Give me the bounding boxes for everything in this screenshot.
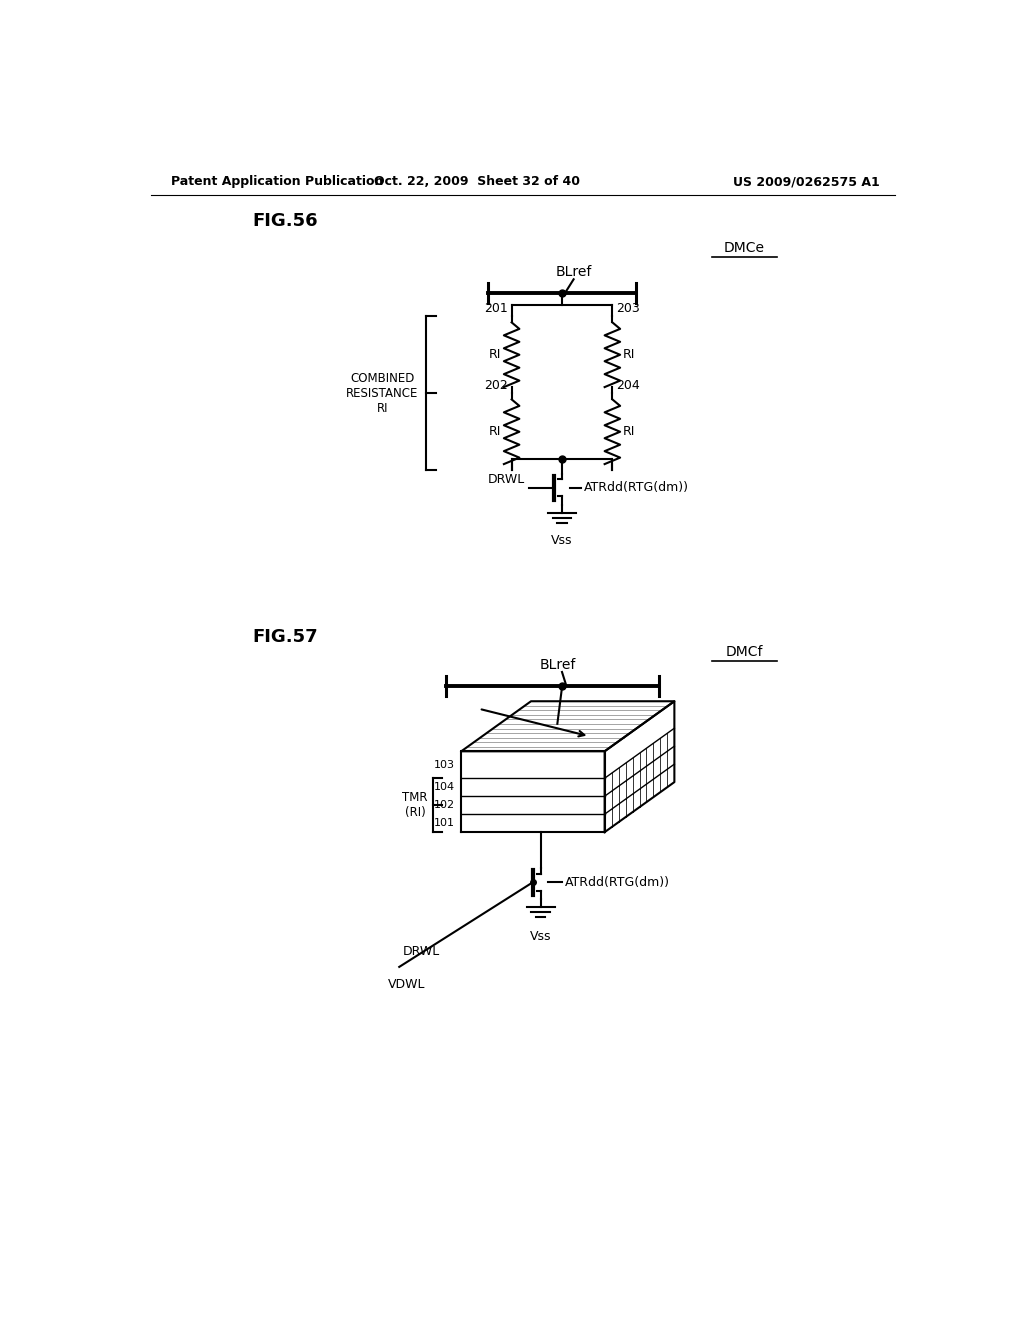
Text: 103: 103 [434, 760, 455, 770]
Text: Oct. 22, 2009  Sheet 32 of 40: Oct. 22, 2009 Sheet 32 of 40 [374, 176, 580, 189]
Text: DRWL: DRWL [403, 945, 440, 958]
Text: 201: 201 [484, 302, 508, 314]
Text: 102: 102 [434, 800, 455, 810]
Text: 101: 101 [434, 818, 455, 828]
Text: 204: 204 [616, 379, 640, 392]
Text: 202: 202 [484, 379, 508, 392]
Text: FIG.56: FIG.56 [252, 213, 317, 230]
Text: DRWL: DRWL [487, 473, 524, 486]
Text: 104: 104 [434, 783, 455, 792]
Text: Patent Application Publication: Patent Application Publication [171, 176, 383, 189]
Text: Vss: Vss [530, 929, 552, 942]
Text: RI: RI [623, 348, 635, 362]
Text: FIG.57: FIG.57 [252, 628, 317, 645]
Text: TMR
(RI): TMR (RI) [402, 791, 428, 820]
Text: BLref: BLref [555, 265, 592, 280]
Text: US 2009/0262575 A1: US 2009/0262575 A1 [733, 176, 880, 189]
Text: RI: RI [489, 348, 502, 362]
Text: COMBINED
RESISTANCE
RI: COMBINED RESISTANCE RI [346, 372, 419, 414]
Text: ATRdd(RTG(dm)): ATRdd(RTG(dm)) [564, 875, 670, 888]
Text: RI: RI [623, 425, 635, 438]
Text: DMCf: DMCf [725, 645, 763, 659]
Text: RI: RI [489, 425, 502, 438]
Text: DMCe: DMCe [724, 240, 765, 255]
Text: 203: 203 [616, 302, 640, 314]
Text: VDWL: VDWL [388, 978, 425, 991]
Text: BLref: BLref [540, 657, 577, 672]
Text: Vss: Vss [551, 535, 572, 548]
Text: ATRdd(RTG(dm)): ATRdd(RTG(dm)) [584, 482, 689, 495]
